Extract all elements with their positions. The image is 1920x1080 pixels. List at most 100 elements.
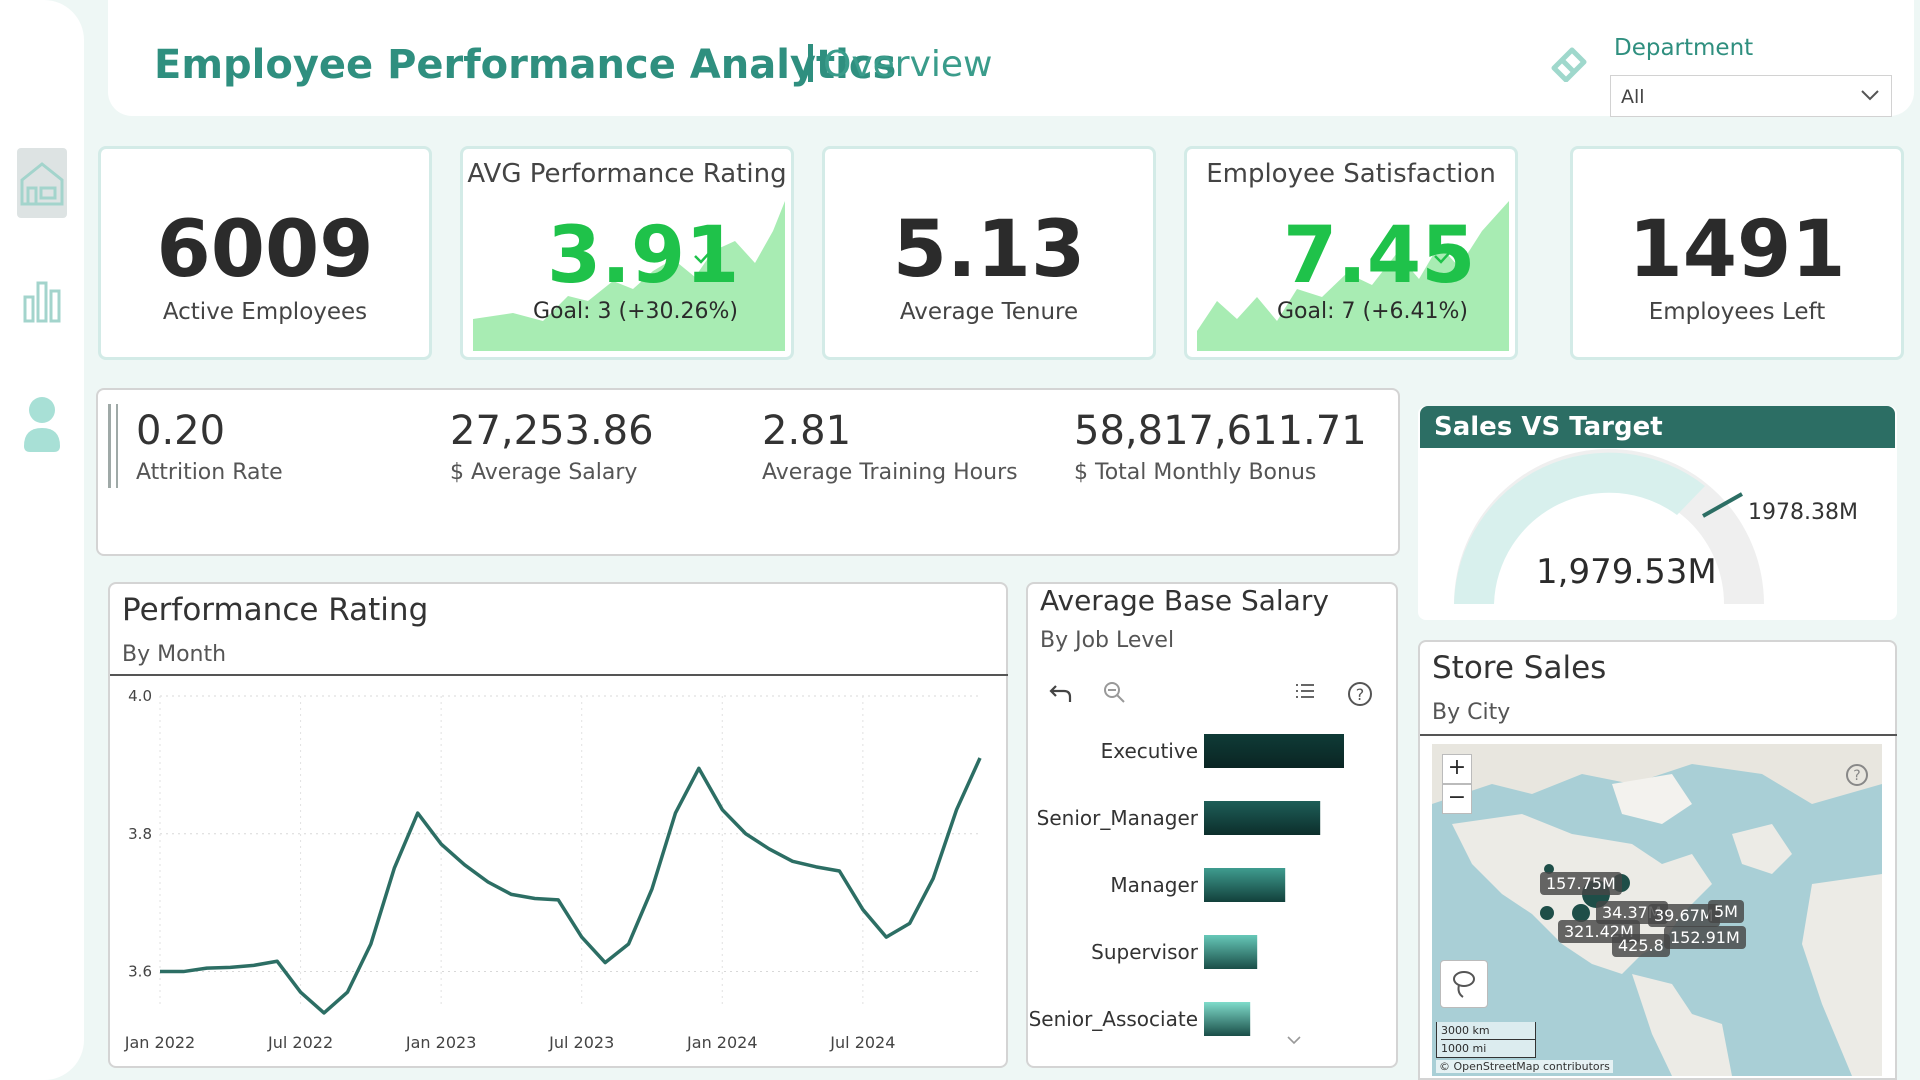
data-point[interactable]: [719, 807, 725, 813]
kpi-card-employees-left: 1491 Employees Left: [1570, 146, 1904, 360]
satisfaction-sparkline: [1197, 201, 1509, 351]
map-zoom-in-button[interactable]: +: [1442, 754, 1472, 784]
data-point[interactable]: [579, 934, 585, 940]
performance-chart-subtitle: By Month: [122, 642, 227, 667]
lasso-icon: [1453, 971, 1475, 998]
data-point[interactable]: [626, 941, 632, 947]
map-lasso-button[interactable]: [1440, 960, 1488, 1008]
x-tick-label: Jan 2022: [124, 1033, 195, 1052]
store-sales-subtitle: By City: [1432, 700, 1511, 725]
data-point[interactable]: [766, 846, 772, 852]
salary-bar[interactable]: [1204, 935, 1258, 969]
department-value: All: [1621, 86, 1645, 108]
data-point[interactable]: [438, 841, 444, 847]
map-attribution[interactable]: © OpenStreetMap contributors: [1436, 1060, 1613, 1073]
map-scale-mi: 1000 mi: [1441, 1039, 1535, 1057]
map-bubble[interactable]: [1540, 906, 1554, 920]
data-point[interactable]: [649, 886, 655, 892]
salary-bar[interactable]: [1204, 868, 1286, 902]
data-point[interactable]: [813, 864, 819, 870]
data-point[interactable]: [930, 876, 936, 882]
data-point[interactable]: [298, 989, 304, 995]
performance-chart-panel: Performance Rating By Month: [108, 582, 1008, 1068]
data-point[interactable]: [157, 969, 163, 975]
data-point[interactable]: [532, 896, 538, 902]
x-tick-label: Jul 2024: [829, 1033, 895, 1052]
nav-charts-button[interactable]: [17, 266, 67, 336]
check-icon: [1434, 250, 1452, 264]
map-label: 5M: [1708, 900, 1744, 923]
data-point[interactable]: [321, 1010, 327, 1016]
data-point[interactable]: [977, 755, 983, 761]
salary-bar-chart: Executive Senior_Manager Manager Supervisor…: [1029, 734, 1344, 1036]
map-bubble[interactable]: [1572, 904, 1590, 922]
salary-bar[interactable]: [1204, 1002, 1251, 1036]
data-point[interactable]: [251, 962, 257, 968]
store-sales-map[interactable]: 157.75M 34.37M 39.67M 5M 321.42M 425.8 1…: [1432, 744, 1882, 1076]
list-icon[interactable]: [1292, 680, 1318, 706]
data-point[interactable]: [344, 989, 350, 995]
drill-up-icon[interactable]: [1048, 680, 1074, 706]
data-point[interactable]: [462, 862, 468, 868]
data-point[interactable]: [368, 941, 374, 947]
person-icon: [24, 397, 60, 452]
data-point[interactable]: [672, 810, 678, 816]
salary-bar[interactable]: [1204, 801, 1321, 835]
data-point[interactable]: [696, 765, 702, 771]
kpi-card-tenure: 5.13 Average Tenure: [822, 146, 1156, 360]
salary-bar[interactable]: [1204, 734, 1344, 768]
data-point[interactable]: [743, 831, 749, 837]
data-point[interactable]: [274, 958, 280, 964]
data-point[interactable]: [836, 868, 842, 874]
page-subtitle: Overview: [808, 44, 993, 85]
x-tick-label: Jul 2022: [267, 1033, 333, 1052]
data-point[interactable]: [602, 960, 608, 966]
data-point[interactable]: [883, 934, 889, 940]
left-nav: [0, 0, 84, 1080]
zoom-out-icon[interactable]: [1102, 680, 1128, 706]
monthly-bonus-label: $ Total Monthly Bonus: [1074, 460, 1317, 485]
data-point[interactable]: [790, 858, 796, 864]
data-point[interactable]: [555, 897, 561, 903]
map-label: 157.75M: [1540, 872, 1622, 895]
help-icon[interactable]: ?: [1346, 680, 1374, 708]
bar-label: Executive: [1101, 739, 1198, 763]
clear-filters-button[interactable]: [1548, 42, 1592, 86]
data-point[interactable]: [204, 965, 210, 971]
gauge-target-label: 1978.38M: [1748, 500, 1858, 525]
data-point[interactable]: [391, 865, 397, 871]
map-zoom-out-button[interactable]: −: [1442, 784, 1472, 814]
data-point[interactable]: [180, 969, 186, 975]
data-point[interactable]: [907, 920, 913, 926]
bar-label: Supervisor: [1091, 940, 1199, 964]
y-tick-label: 3.8: [128, 825, 152, 843]
chevron-down-icon[interactable]: [1286, 1034, 1302, 1046]
data-point[interactable]: [485, 879, 491, 885]
department-label: Department: [1614, 35, 1754, 61]
data-point[interactable]: [227, 964, 233, 970]
performance-line[interactable]: [160, 757, 982, 1015]
average-salary-label: $ Average Salary: [450, 460, 638, 485]
nav-home-button[interactable]: [17, 148, 67, 218]
attrition-rate-label: Attrition Rate: [136, 460, 283, 485]
data-point[interactable]: [508, 891, 514, 897]
bar-chart-icon: [23, 281, 61, 323]
y-tick-label: 4.0: [128, 687, 152, 705]
x-tick-label: Jan 2024: [686, 1033, 757, 1052]
subtitle-divider: [808, 44, 813, 82]
employees-left-value: 1491: [1628, 205, 1846, 295]
data-point[interactable]: [954, 807, 960, 813]
satisfaction-goal: Goal: 7 (+6.41%): [1277, 299, 1468, 324]
sales-gauge: [1454, 449, 1764, 604]
map-scale-km: 3000 km: [1441, 1024, 1490, 1037]
data-point[interactable]: [860, 907, 866, 913]
department-dropdown[interactable]: All: [1610, 75, 1892, 117]
chevron-down-icon: [1861, 90, 1879, 101]
active-employees-value: 6009: [156, 205, 374, 295]
map-bubble[interactable]: [1544, 864, 1554, 874]
help-icon[interactable]: ?: [1844, 762, 1870, 788]
kpi-card-performance: AVG Performance Rating 3.91 Goal: 3 (+30…: [460, 146, 794, 360]
bar-label: Manager: [1110, 873, 1198, 897]
nav-people-button[interactable]: [17, 390, 67, 460]
data-point[interactable]: [415, 810, 421, 816]
